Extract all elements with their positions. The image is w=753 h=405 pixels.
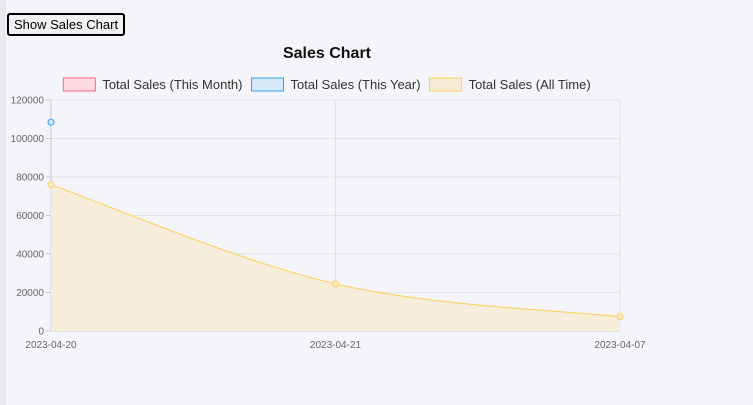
data-point[interactable] <box>332 280 339 288</box>
left-gutter <box>0 0 6 405</box>
data-point[interactable] <box>47 118 55 126</box>
y-tick-label: 100000 <box>11 134 45 145</box>
legend-item[interactable]: Total Sales (All Time) <box>429 77 591 92</box>
legend-item[interactable]: Total Sales (This Year) <box>251 77 421 92</box>
y-tick-label: 120000 <box>11 96 45 107</box>
y-tick-label: 80000 <box>16 173 44 184</box>
y-axis-ticks: 0 20000 40000 60000 80000 100000 120000 <box>11 96 45 338</box>
series-layer <box>47 118 624 331</box>
x-tick-label: 2023-04-20 <box>25 340 77 351</box>
data-point[interactable] <box>47 181 55 189</box>
legend-swatch <box>429 77 463 92</box>
x-axis-ticks: 2023-04-20 2023-04-21 2023-04-07 <box>25 340 646 351</box>
legend-item[interactable]: Total Sales (This Month) <box>62 77 243 92</box>
series <box>47 181 624 331</box>
y-tick-label: 0 <box>38 327 44 338</box>
legend-label: Total Sales (This Month) <box>102 77 242 92</box>
y-tick-label: 20000 <box>16 288 44 299</box>
x-tick-label: 2023-04-07 <box>594 340 646 351</box>
y-tick-label: 40000 <box>16 250 44 261</box>
y-tick-label: 60000 <box>16 211 44 222</box>
legend-label: Total Sales (All Time) <box>469 77 591 92</box>
data-point[interactable] <box>616 313 624 321</box>
chart-legend: Total Sales (This Month) Total Sales (Thi… <box>62 77 591 92</box>
show-sales-chart-button[interactable]: Show Sales Chart <box>7 13 126 36</box>
legend-swatch <box>62 77 96 92</box>
chart-title: Sales Chart <box>283 45 372 62</box>
legend-label: Total Sales (This Year) <box>291 77 421 92</box>
series-area <box>51 184 620 331</box>
series <box>47 118 55 126</box>
legend-swatch <box>251 77 284 92</box>
x-tick-label: 2023-04-21 <box>310 340 362 351</box>
